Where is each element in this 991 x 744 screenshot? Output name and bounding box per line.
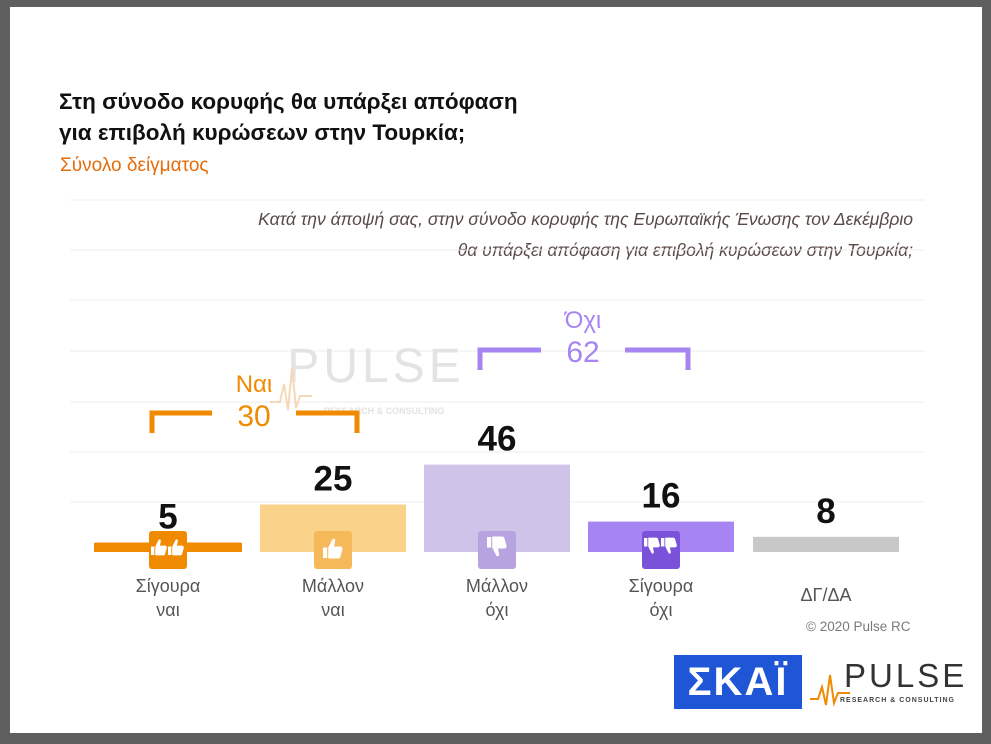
group-total: 62 <box>566 336 599 369</box>
double-thumbs-down-icon <box>642 531 680 569</box>
category-label: Μάλλον <box>466 576 528 596</box>
category-label: ναι <box>156 600 179 620</box>
group-bracket-left <box>149 410 212 433</box>
thumbs-up-icon <box>314 531 352 569</box>
data-label: 5 <box>158 498 177 537</box>
data-label: 8 <box>816 492 835 531</box>
title-line-2: για επιβολή κυρώσεων στην Τουρκία; <box>59 120 466 145</box>
group-total: 30 <box>237 400 270 433</box>
pulse-logo: PULSE RESEARCH & CONSULTING <box>810 655 964 711</box>
category-label: ΔΓ/ΔΑ <box>801 585 852 605</box>
group-label: Όχι <box>564 307 602 334</box>
bar <box>753 536 899 552</box>
category-label: όχι <box>650 600 673 620</box>
watermark-word: PULSE <box>287 340 464 393</box>
skai-logo: ΣΚΑΪ <box>674 655 802 709</box>
thumbs-down-icon <box>478 531 516 569</box>
category-label: Σίγουρα <box>629 576 694 596</box>
watermark-line-icon <box>270 367 312 411</box>
question-line-1: Κατά την άποψή σας, στην σύνοδο κορυφής … <box>258 209 913 229</box>
group-bracket-right <box>625 347 691 370</box>
group-label: Ναι <box>236 371 273 398</box>
data-label: 16 <box>642 477 681 516</box>
category-label: όχι <box>486 600 509 620</box>
chart-title: Στη σύνοδο κορυφής θα υπάρξει απόφαση γι… <box>59 86 518 148</box>
group-bracket-left <box>477 347 541 370</box>
category-label: ναι <box>321 600 344 620</box>
watermark-subtitle: RESEARCH & CONSULTING <box>324 406 445 416</box>
slide <box>10 7 982 733</box>
pulse-logo-word: PULSE <box>844 657 968 694</box>
copyright: © 2020 Pulse RC <box>806 619 911 634</box>
title-line-1: Στη σύνοδο κορυφής θα υπάρξει απόφαση <box>59 89 518 114</box>
category-label: Μάλλον <box>302 576 364 596</box>
pulse-line-icon <box>810 674 850 707</box>
double-thumbs-up-icon <box>149 531 187 569</box>
pulse-logo-subtitle: RESEARCH & CONSULTING <box>840 697 955 704</box>
category-label: Σίγουρα <box>136 576 201 596</box>
group-bracket-right <box>296 410 360 433</box>
chart-subtitle: Σύνολο δείγματος <box>60 155 209 176</box>
data-label: 25 <box>314 460 353 499</box>
data-label: 46 <box>478 420 517 459</box>
